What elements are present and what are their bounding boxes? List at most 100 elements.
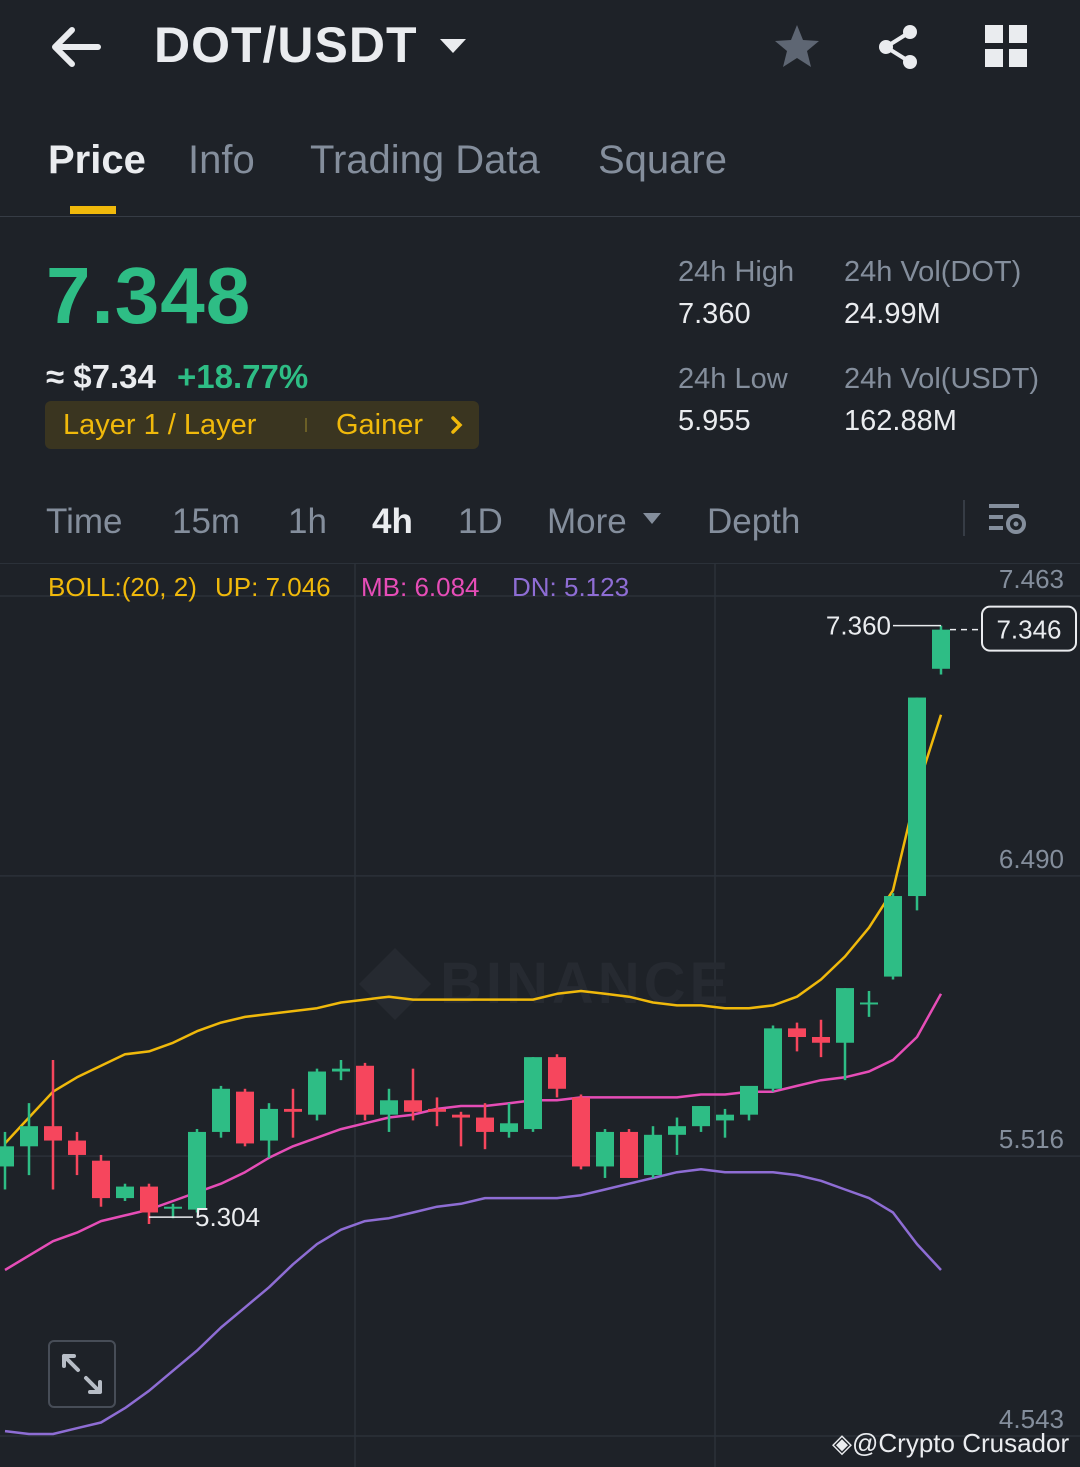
high-value: 7.360 — [678, 298, 751, 330]
candle-body — [644, 1134, 662, 1176]
category-tag[interactable]: Layer 1 / Layer Gainer — [45, 401, 479, 449]
candle-body — [92, 1160, 110, 1199]
share-icon[interactable] — [874, 22, 924, 72]
interval-depth[interactable]: Depth — [707, 502, 801, 541]
candle — [332, 1060, 350, 1081]
interval-more[interactable]: More — [547, 502, 627, 541]
tab-info[interactable]: Info — [188, 138, 255, 182]
candle-body — [332, 1068, 350, 1072]
current-price-box — [981, 605, 1077, 652]
candle — [164, 1203, 182, 1219]
candle-body — [236, 1091, 254, 1144]
candle — [116, 1183, 134, 1201]
tab-price[interactable]: Price — [48, 138, 146, 182]
tab-square[interactable]: Square — [598, 138, 727, 182]
candle-body — [0, 1146, 14, 1167]
pair-selector[interactable]: DOT/USDT — [154, 17, 418, 73]
interval-1h[interactable]: 1h — [288, 502, 327, 541]
back-arrow-icon[interactable] — [46, 22, 106, 72]
candlestick-chart[interactable]: BINANCE 7.4636.4905.5164.5437.3605.3047.… — [0, 563, 1080, 1467]
vol-quote-label: 24h Vol(USDT) — [844, 363, 1040, 395]
indicator-legend: BOLL:(20, 2) UP: 7.046 MB: 6.084 DN: 5.1… — [0, 563, 1080, 614]
vol-quote-value: 162.88M — [844, 405, 957, 437]
candle-body — [476, 1117, 494, 1132]
high-marker-label: 7.360 — [826, 611, 891, 641]
y-tick-label: 7.463 — [999, 564, 1064, 594]
candle — [740, 1085, 758, 1121]
section-tabs: Price Info Trading Data Square — [0, 130, 1080, 217]
candle — [548, 1054, 566, 1098]
candle-body — [764, 1028, 782, 1089]
candle — [284, 1088, 302, 1138]
grid-icon[interactable] — [982, 22, 1032, 72]
fullscreen-button[interactable] — [48, 1340, 116, 1408]
candle-body — [308, 1071, 326, 1115]
boll-middle-value: MB: 6.084 — [361, 572, 480, 602]
candle-body — [932, 629, 950, 669]
credit-watermark: ◈@Crypto Crusador — [832, 1428, 1069, 1459]
candle — [788, 1022, 806, 1052]
candle-body — [140, 1186, 158, 1213]
boll-middle-line — [4, 993, 943, 1272]
last-price: 7.348 — [46, 251, 252, 340]
candle — [716, 1108, 734, 1138]
candle — [500, 1103, 518, 1138]
candle-body — [908, 697, 926, 897]
chart-settings-icon[interactable] — [986, 498, 1030, 538]
candle — [596, 1129, 614, 1178]
boll-lower-line — [4, 1168, 942, 1436]
candle — [620, 1129, 638, 1178]
interval-15m[interactable]: 15m — [172, 502, 241, 541]
candle-body — [452, 1114, 470, 1118]
y-tick-label: 5.516 — [999, 1124, 1064, 1154]
candle — [212, 1085, 230, 1138]
candle — [260, 1103, 278, 1158]
candle-body — [788, 1028, 806, 1037]
tab-trading-data[interactable]: Trading Data — [310, 138, 540, 182]
candle-body — [188, 1131, 206, 1210]
candle-body — [500, 1123, 518, 1132]
y-tick-label: 6.490 — [999, 844, 1064, 874]
price-change-percent: +18.77% — [177, 358, 309, 395]
candle — [308, 1068, 326, 1121]
candle — [860, 990, 878, 1017]
interval-time[interactable]: Time — [46, 502, 123, 541]
candle — [20, 1103, 38, 1176]
tag-layer: Layer 1 / Layer — [63, 409, 257, 441]
interval-1d[interactable]: 1D — [458, 502, 503, 541]
candle — [140, 1183, 158, 1224]
candle — [908, 697, 926, 911]
candle — [356, 1062, 374, 1121]
candle-body — [284, 1108, 302, 1112]
candle — [572, 1094, 590, 1170]
candle — [428, 1097, 446, 1127]
candle — [68, 1131, 86, 1176]
low-value: 5.955 — [678, 405, 751, 437]
candle — [812, 1019, 830, 1058]
boll-lower-value: DN: 5.123 — [512, 572, 630, 602]
candle-body — [884, 896, 902, 977]
candle — [92, 1154, 110, 1207]
high-label: 24h High — [678, 256, 795, 288]
candle — [44, 1060, 62, 1190]
candle-body — [380, 1100, 398, 1115]
interval-4h[interactable]: 4h — [372, 502, 413, 541]
candle-body — [116, 1186, 134, 1199]
current-price-label: 7.346 — [996, 615, 1061, 645]
interval-divider — [963, 500, 965, 536]
star-icon[interactable] — [772, 22, 822, 72]
candle-body — [596, 1131, 614, 1167]
candle-body — [44, 1126, 62, 1141]
expand-icon — [62, 1354, 102, 1394]
candle-body — [212, 1088, 230, 1132]
caret-down-icon[interactable] — [641, 511, 663, 527]
candle — [884, 893, 902, 980]
caret-down-icon[interactable] — [438, 36, 468, 56]
candle-body — [548, 1057, 566, 1089]
candle — [836, 988, 854, 1081]
credit-text: @Crypto Crusador — [852, 1428, 1070, 1458]
tag-gainer: Gainer — [336, 409, 424, 441]
candle-body — [860, 1002, 878, 1005]
candle-body — [404, 1100, 422, 1112]
boll-upper-line — [4, 714, 943, 1145]
